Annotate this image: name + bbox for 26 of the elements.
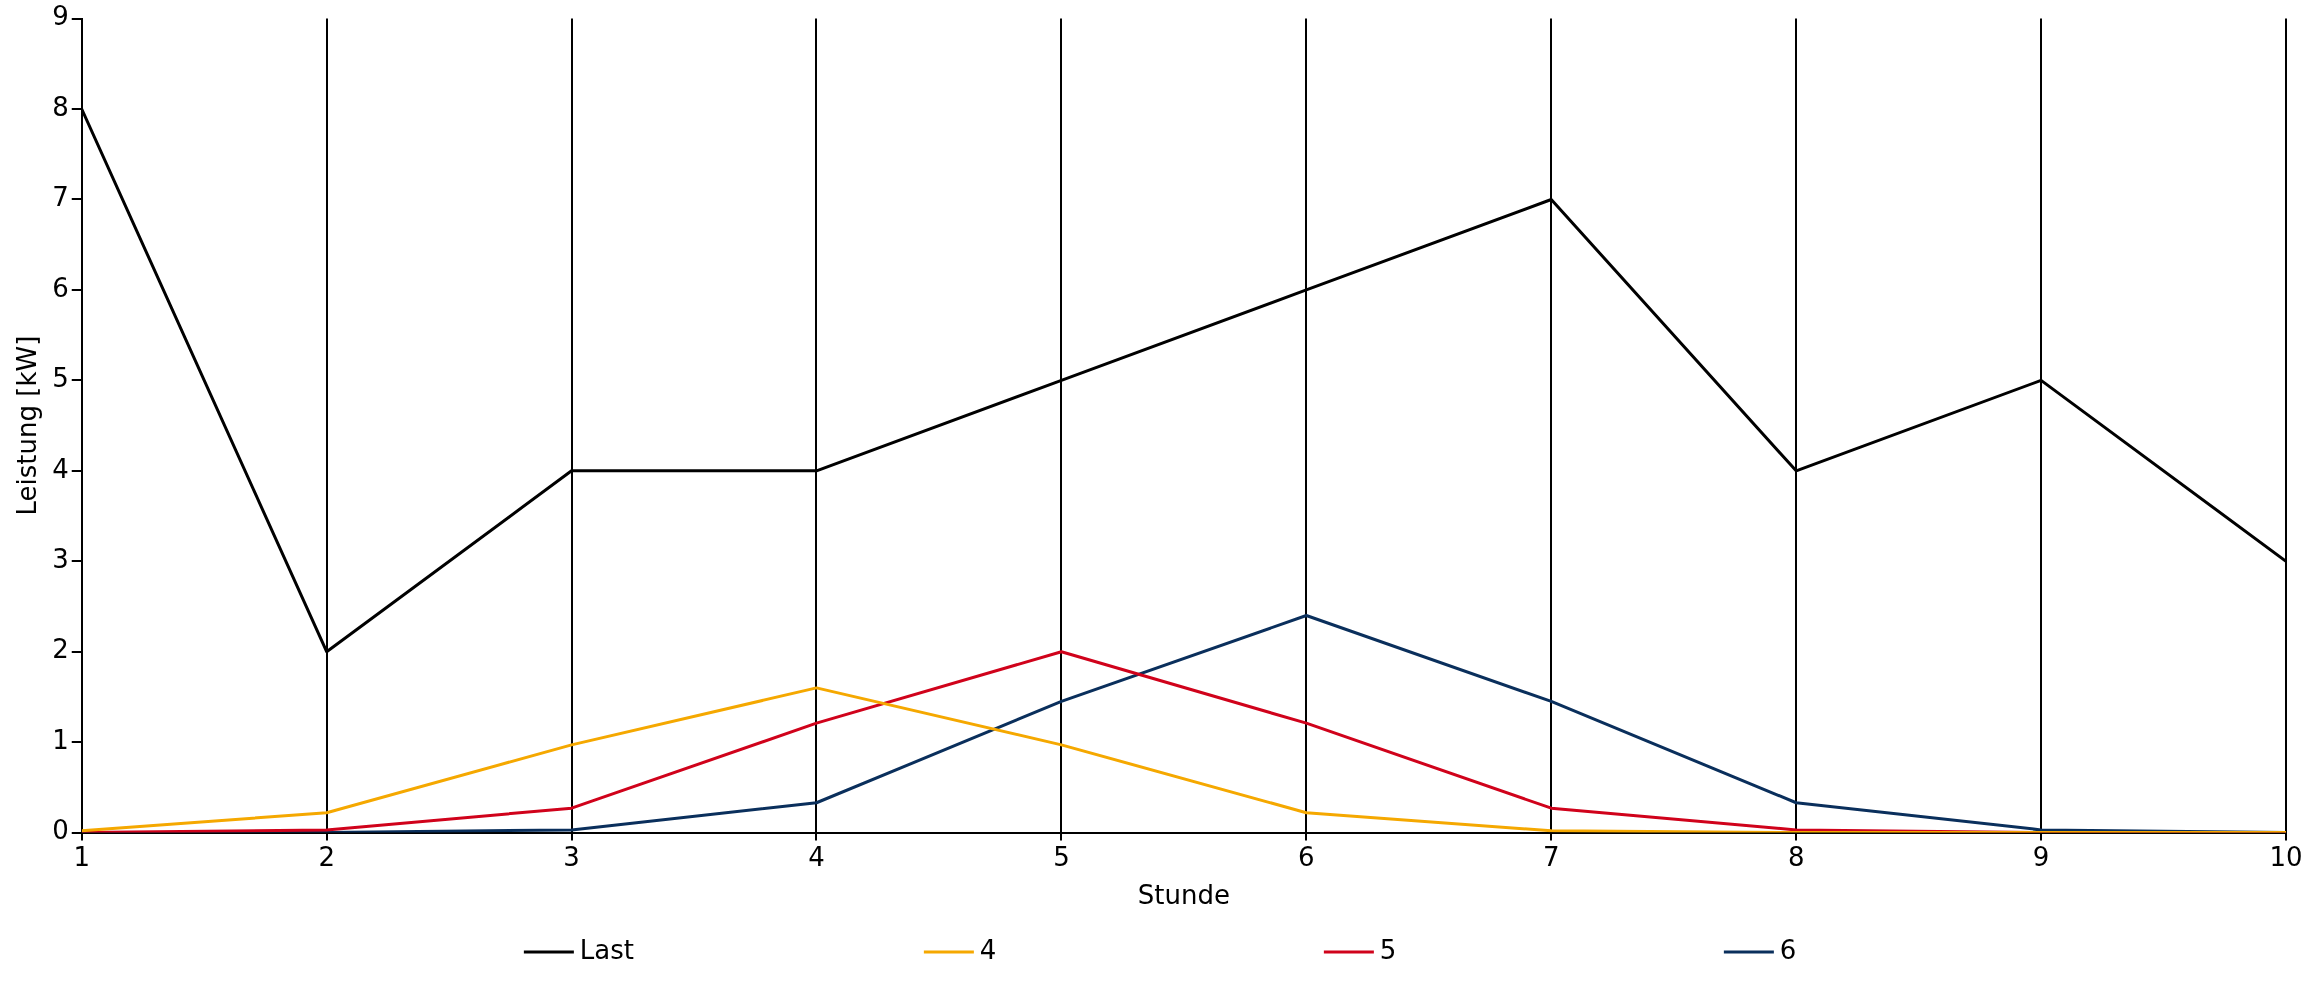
legend-label: 6 xyxy=(1779,934,1797,965)
legend-label: 5 xyxy=(1379,934,1397,965)
legend-label: Last xyxy=(579,934,635,965)
y-tick-label: 9 xyxy=(52,1,69,32)
y-tick-label: 7 xyxy=(52,182,69,213)
y-tick-label: 5 xyxy=(52,363,69,394)
y-tick-label: 1 xyxy=(52,724,69,755)
x-tick-label: 5 xyxy=(1053,841,1070,872)
legend-label: 4 xyxy=(979,934,997,965)
y-tick-label: 3 xyxy=(52,544,69,575)
y-axis-title: Leistung [kW] xyxy=(12,335,43,516)
y-tick-label: 4 xyxy=(52,453,69,484)
x-tick-label: 9 xyxy=(2032,841,2050,872)
y-tick-label: 2 xyxy=(52,634,69,665)
x-tick-label: 4 xyxy=(808,841,825,872)
x-tick-label: 7 xyxy=(1542,841,1560,872)
x-tick-label: 10 xyxy=(2269,841,2303,872)
x-tick-label: 8 xyxy=(1787,841,1805,872)
x-tick-label: 3 xyxy=(563,841,580,872)
y-tick-label: 0 xyxy=(52,815,69,846)
x-tick-label: 2 xyxy=(318,841,335,872)
y-tick-label: 8 xyxy=(52,91,69,122)
x-tick-label: 1 xyxy=(73,841,91,872)
y-tick-label: 6 xyxy=(52,272,69,303)
x-tick-label: 6 xyxy=(1298,841,1315,872)
x-axis-title: Stunde xyxy=(1137,880,1230,911)
